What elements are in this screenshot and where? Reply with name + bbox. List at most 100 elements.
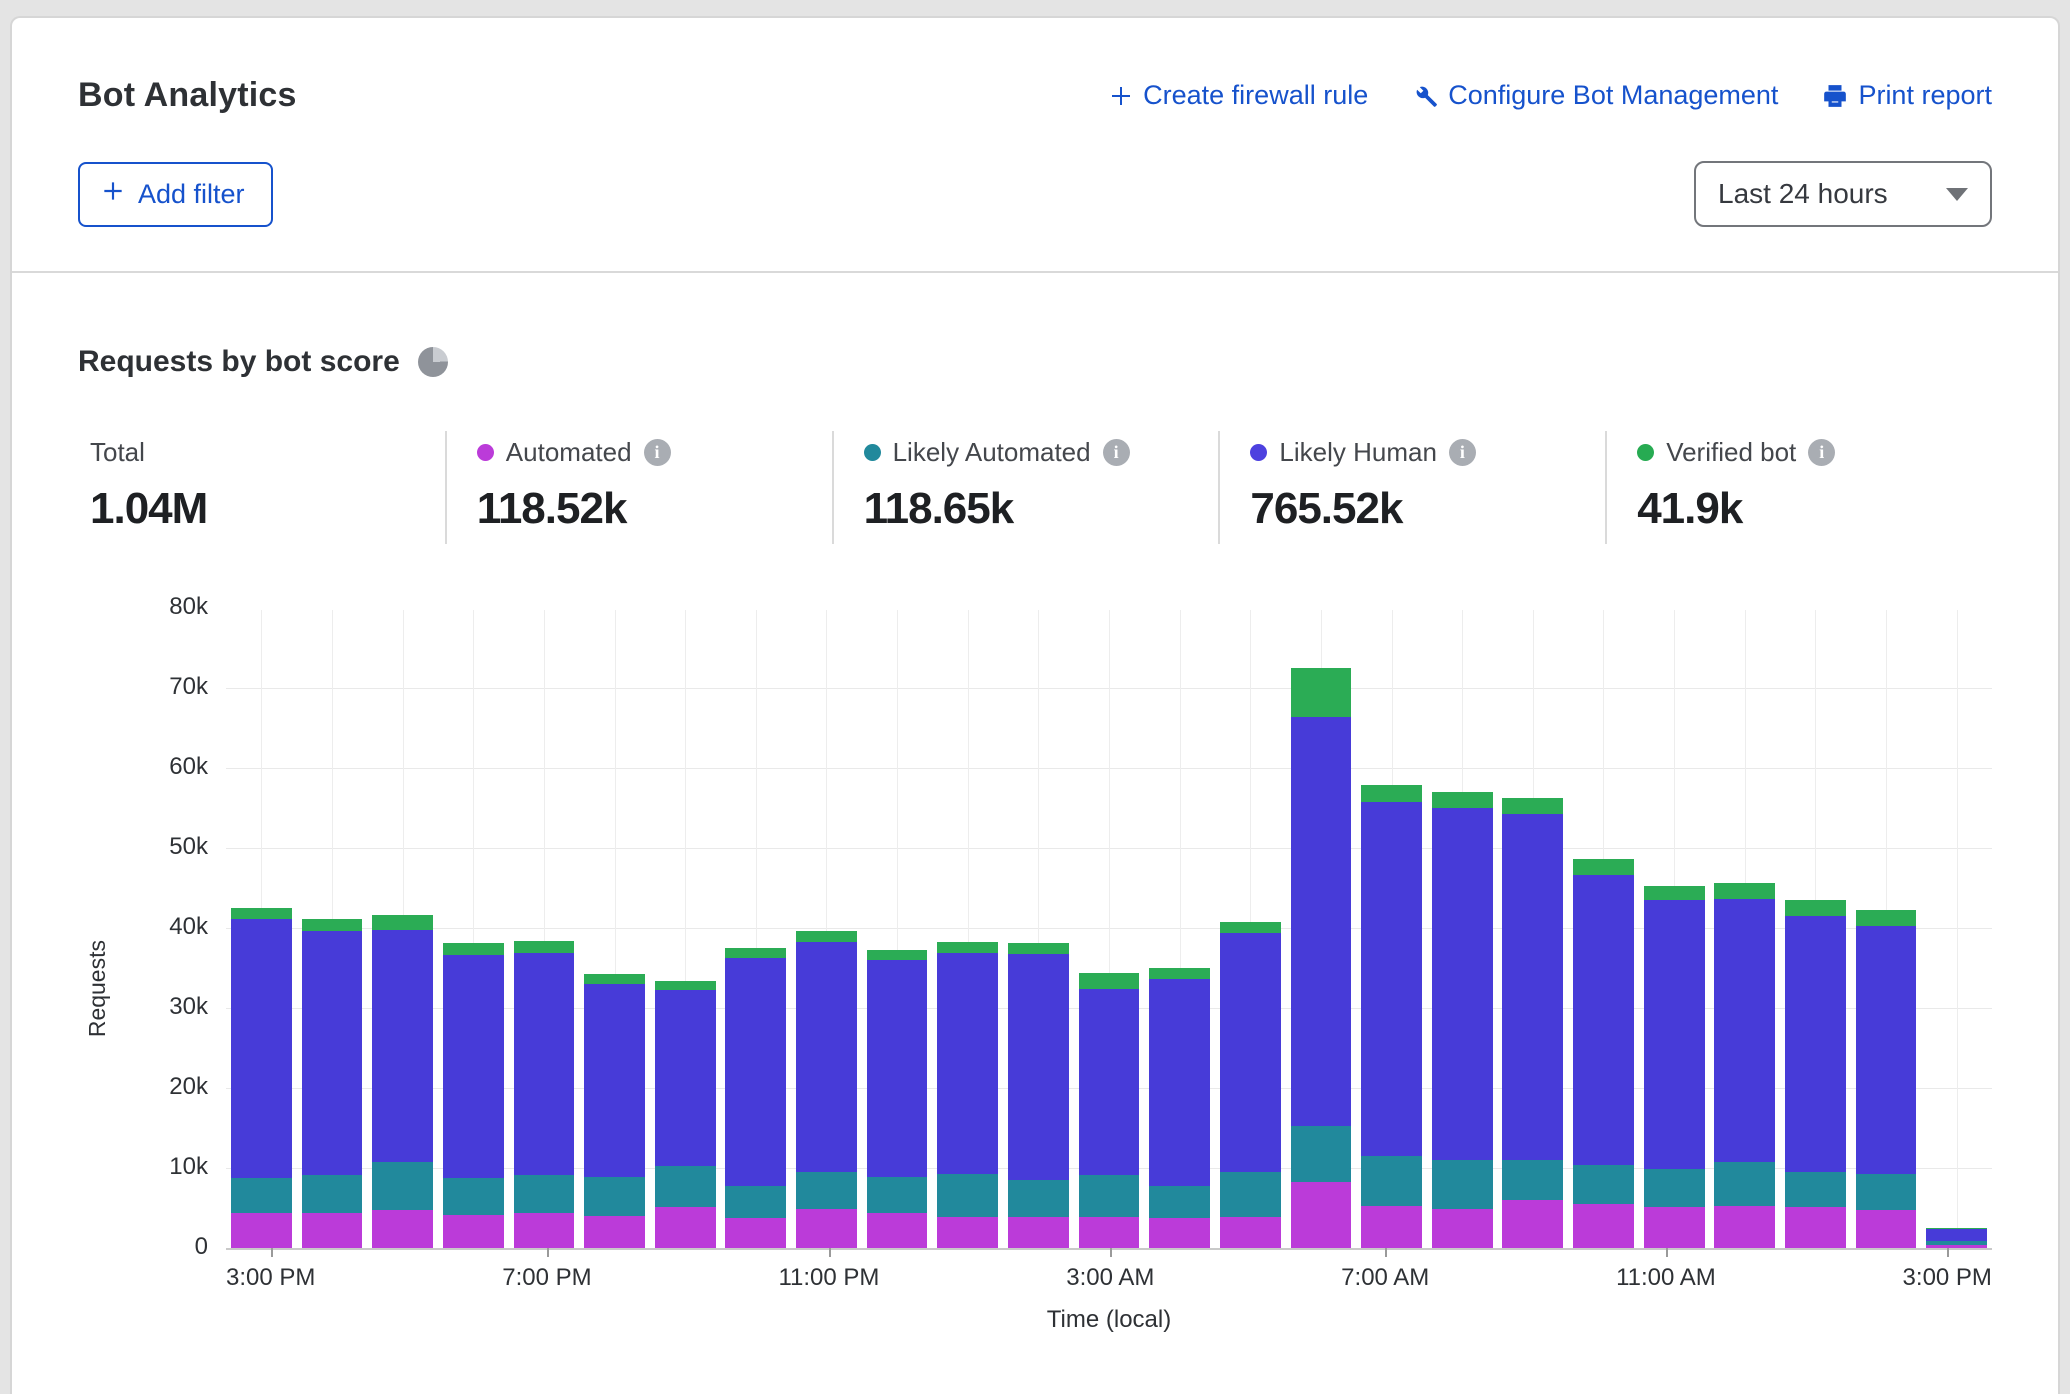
x-axis-labels: 3:00 PM 7:00 PM 11:00 PM 3:00 AM 7:00 AM 11:0…: [226, 1264, 1992, 1292]
bar-slot: [367, 610, 438, 1248]
stacked-bar-4-00-am[interactable]: [1149, 968, 1210, 1248]
stat-label: Likely Human: [1279, 437, 1437, 468]
plus-icon: [1109, 84, 1133, 108]
header-actions: Create firewall rule Configure Bot Manag…: [1109, 80, 1992, 111]
print-report-link[interactable]: Print report: [1822, 80, 1992, 111]
configure-bot-management-link[interactable]: Configure Bot Management: [1412, 80, 1778, 111]
segment-likely-automated: [302, 1175, 363, 1213]
stacked-bar-7-00-pm[interactable]: [514, 941, 575, 1248]
stacked-bar-6-00-am[interactable]: [1291, 668, 1352, 1248]
segment-verified-bot: [1573, 859, 1634, 875]
segment-likely-human: [1856, 926, 1917, 1173]
card-header: Bot Analytics Create firewall rule Confi…: [12, 18, 2058, 273]
segment-verified-bot: [1714, 883, 1775, 899]
segment-likely-human: [231, 919, 292, 1177]
time-range-select[interactable]: Last 24 hours: [1694, 161, 1992, 227]
x-axis-title: Time (local): [226, 1306, 1992, 1334]
chevron-down-icon: [1946, 188, 1968, 201]
stacked-bar-7-00-am[interactable]: [1361, 785, 1422, 1248]
stacked-bar-11-00-pm[interactable]: [796, 931, 857, 1248]
x-label-cell: [315, 1264, 377, 1292]
section-heading: Requests by bot score: [78, 345, 400, 379]
y-tick-label: 20k: [78, 1073, 208, 1101]
x-label-cell: [942, 1264, 1004, 1292]
stacked-bar-4-00-pm[interactable]: [302, 919, 363, 1248]
x-tick-label: 11:00 AM: [1616, 1264, 1716, 1291]
segment-automated: [1644, 1207, 1705, 1248]
segment-automated: [796, 1209, 857, 1248]
x-label-cell: [592, 1264, 654, 1292]
info-icon[interactable]: i: [644, 439, 671, 466]
x-tick-label: 3:00 PM: [1903, 1264, 1992, 1291]
segment-verified-bot: [1008, 943, 1069, 953]
stat-total: Total1.04M: [78, 431, 445, 544]
stacked-bar-12-00-pm[interactable]: [1714, 883, 1775, 1248]
segment-verified-bot: [1079, 973, 1140, 989]
info-icon[interactable]: i: [1103, 439, 1130, 466]
legend-dot: [477, 444, 494, 461]
stacked-bar-3-00-pm[interactable]: [1926, 1228, 1987, 1248]
bar-slot: [1851, 610, 1922, 1248]
segment-likely-automated: [1291, 1126, 1352, 1183]
add-filter-label: Add filter: [138, 179, 245, 210]
bar-slot: [579, 610, 650, 1248]
bar-slot: [932, 610, 1003, 1248]
stacked-bar-8-00-pm[interactable]: [584, 974, 645, 1248]
bar-slot: [1427, 610, 1498, 1248]
y-tick-label: 60k: [78, 753, 208, 781]
segment-automated: [1432, 1209, 1493, 1248]
segment-likely-automated: [1714, 1162, 1775, 1206]
stacked-bar-6-00-pm[interactable]: [443, 943, 504, 1248]
segment-likely-automated: [372, 1162, 433, 1211]
stacked-bar-9-00-pm[interactable]: [655, 981, 716, 1248]
segment-automated: [514, 1213, 575, 1248]
segment-verified-bot: [1291, 668, 1352, 717]
x-label-cell: 11:00 PM: [778, 1264, 879, 1292]
segment-likely-human: [1926, 1229, 1987, 1241]
stacked-bar-9-00-am[interactable]: [1502, 798, 1563, 1248]
stacked-bar-1-00-am[interactable]: [937, 942, 998, 1248]
info-icon[interactable]: i: [1808, 439, 1835, 466]
x-tick-label: 3:00 AM: [1066, 1264, 1154, 1291]
y-tick-label: 30k: [78, 993, 208, 1021]
segment-likely-human: [584, 984, 645, 1177]
stacked-bar-11-00-am[interactable]: [1644, 886, 1705, 1248]
segment-verified-bot: [1361, 785, 1422, 802]
x-label-cell: [440, 1264, 502, 1292]
stacked-bar-8-00-am[interactable]: [1432, 792, 1493, 1248]
x-tick-label: 7:00 PM: [502, 1264, 591, 1291]
x-label-cell: 3:00 PM: [1903, 1264, 1992, 1292]
segment-verified-bot: [302, 919, 363, 931]
segment-likely-automated: [1644, 1169, 1705, 1207]
segment-automated: [1926, 1245, 1987, 1248]
stacked-bar-10-00-am[interactable]: [1573, 859, 1634, 1248]
stat-label: Verified bot: [1666, 437, 1796, 468]
segment-likely-human: [1079, 989, 1140, 1175]
bar-slot: [720, 610, 791, 1248]
x-tick-label: 3:00 PM: [226, 1264, 315, 1291]
segment-likely-human: [1714, 899, 1775, 1161]
stacked-bar-5-00-am[interactable]: [1220, 922, 1281, 1248]
stacked-bar-2-00-am[interactable]: [1008, 943, 1069, 1248]
y-axis-ticks: 010k20k30k40k50k60k70k80k: [78, 610, 208, 1248]
stacked-bar-2-00-pm[interactable]: [1856, 910, 1917, 1248]
stacked-bar-3-00-pm[interactable]: [231, 908, 292, 1248]
segment-likely-human: [1008, 954, 1069, 1180]
stacked-bar-10-00-pm[interactable]: [725, 948, 786, 1248]
stacked-bar-3-00-am[interactable]: [1079, 973, 1140, 1248]
y-tick-label: 50k: [78, 833, 208, 861]
segment-likely-automated: [725, 1186, 786, 1219]
bar-slot: [1215, 610, 1286, 1248]
bar-slot: [1286, 610, 1357, 1248]
stacked-bar-5-00-pm[interactable]: [372, 915, 433, 1248]
requests-chart: Requests 010k20k30k40k50k60k70k80k 3:00 …: [78, 610, 1992, 1334]
stacked-bar-12-00-am[interactable]: [867, 950, 928, 1248]
stat-value: 41.9k: [1637, 484, 1982, 534]
stacked-bar-1-00-pm[interactable]: [1785, 900, 1846, 1248]
info-icon[interactable]: i: [1449, 439, 1476, 466]
add-filter-button[interactable]: Add filter: [78, 162, 273, 227]
x-tick-label: 7:00 AM: [1341, 1264, 1429, 1291]
x-label-cell: [1778, 1264, 1840, 1292]
y-tick-label: 80k: [78, 593, 208, 621]
create-firewall-rule-link[interactable]: Create firewall rule: [1109, 80, 1368, 111]
